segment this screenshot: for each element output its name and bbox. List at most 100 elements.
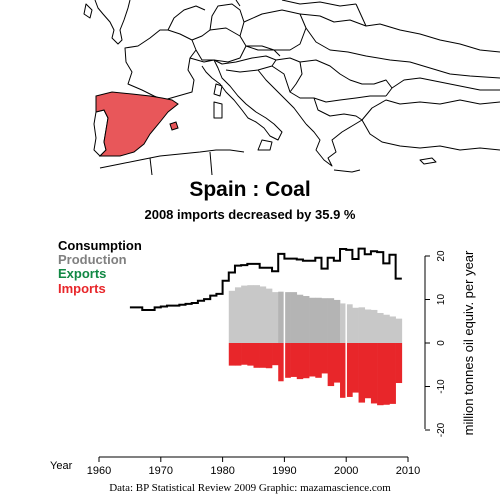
map-border <box>94 0 131 45</box>
map-border <box>419 157 437 165</box>
import-bar <box>383 343 390 405</box>
map-border <box>391 77 500 91</box>
y-axis-label: million tonnes oil equiv. per year <box>461 250 476 435</box>
production-bar <box>383 314 390 343</box>
production-bar <box>389 316 396 343</box>
map-border <box>299 13 500 53</box>
production-bar <box>290 292 298 343</box>
import-bar <box>364 343 372 399</box>
map-border <box>209 151 213 175</box>
production-bar <box>333 299 341 343</box>
import-bar <box>309 343 316 377</box>
x-tick-label: 1970 <box>149 465 173 477</box>
production-bar <box>352 307 359 343</box>
production-bar <box>278 291 285 343</box>
import-bar <box>389 343 396 404</box>
map-border <box>235 0 241 7</box>
map-border <box>305 27 500 79</box>
map-border <box>355 3 367 27</box>
map-border <box>257 69 307 125</box>
map-border <box>213 101 223 119</box>
y-tick-label: -20 <box>436 422 447 437</box>
legend-exports: Exports <box>58 266 107 281</box>
import-bar <box>358 343 366 403</box>
production-bar <box>296 294 304 343</box>
plot-area <box>129 247 403 413</box>
map-border <box>245 45 281 57</box>
production-bar <box>315 297 322 343</box>
import-bar <box>321 343 328 374</box>
import-bar <box>377 343 384 406</box>
x-axis-label: Year <box>50 460 73 472</box>
x-ticks: 1960 1970 1980 1990 2000 2010 <box>87 457 420 477</box>
map-border <box>243 9 307 51</box>
import-bar <box>333 343 341 383</box>
import-bar <box>395 343 403 384</box>
map-border <box>313 97 363 121</box>
map-border <box>83 3 93 19</box>
import-bar <box>296 343 304 380</box>
import-bar <box>241 343 248 365</box>
spain-highlight <box>95 91 179 157</box>
y-tick-label: 10 <box>436 294 447 306</box>
y-tick-label: 0 <box>436 340 447 346</box>
x-tick-label: 1980 <box>210 465 234 477</box>
production-bar <box>259 286 267 343</box>
x-tick-label: 2010 <box>396 465 420 477</box>
map-border <box>149 157 153 175</box>
map-border <box>275 57 393 97</box>
import-bar <box>278 343 285 382</box>
consumption-line <box>129 247 402 311</box>
map-border <box>167 5 206 31</box>
energy-chart: Year million tonnes oil equiv. per year … <box>50 247 476 477</box>
production-bar <box>327 298 335 343</box>
production-bar <box>272 292 279 343</box>
map-border <box>209 27 241 37</box>
x-tick-label: 1990 <box>272 465 296 477</box>
import-bar <box>340 343 347 398</box>
map-border <box>333 169 361 173</box>
y-tick-label: 20 <box>436 250 447 262</box>
map-border <box>305 119 363 167</box>
import-bar <box>247 343 254 366</box>
import-bar <box>327 343 335 387</box>
production-bar <box>284 292 291 343</box>
production-bar <box>228 290 236 343</box>
import-bar <box>272 343 279 366</box>
import-bar <box>346 343 353 397</box>
legend-production: Production <box>58 252 127 267</box>
import-bar <box>259 343 267 368</box>
y-tick-label: -10 <box>436 379 447 394</box>
production-bar <box>346 304 353 343</box>
source-note: Data: BP Statistical Review 2009 Graphic… <box>109 482 391 494</box>
balearic-island <box>169 121 179 131</box>
production-bar <box>265 288 273 343</box>
legend-consumption: Consumption <box>58 238 142 253</box>
production-bar <box>247 285 254 343</box>
production-bar <box>234 287 242 343</box>
production-bar <box>309 297 316 343</box>
production-bar <box>241 285 248 343</box>
map-border <box>361 99 500 121</box>
production-bar <box>302 296 310 343</box>
map-border <box>271 65 291 93</box>
production-bar <box>253 285 260 343</box>
chart-subtitle: 2008 imports decreased by 35.9 % <box>144 207 356 222</box>
y-ticks: 20 10 0 -10 -20 <box>425 250 447 437</box>
europe-map <box>0 0 500 175</box>
x-tick-label: 1960 <box>87 465 111 477</box>
map-border <box>99 149 245 169</box>
production-bar <box>340 303 347 343</box>
import-bar <box>302 343 310 379</box>
x-tick-label: 2000 <box>334 465 358 477</box>
map-border <box>189 55 277 73</box>
map-border <box>361 119 500 151</box>
map-border <box>213 83 223 97</box>
production-bar <box>358 307 366 343</box>
import-bar <box>352 343 359 393</box>
production-bar <box>364 309 372 343</box>
import-bar <box>253 343 260 368</box>
import-bar <box>265 343 273 369</box>
import-bar <box>234 343 242 366</box>
production-bar <box>377 312 384 343</box>
